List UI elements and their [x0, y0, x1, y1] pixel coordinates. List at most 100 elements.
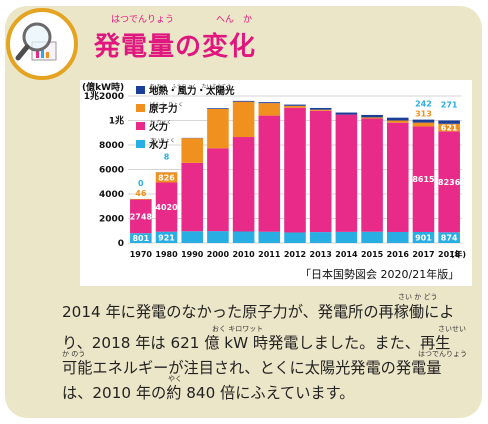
title-ruby-hatsudenryou: はつでんりょう	[111, 15, 175, 25]
data-label: 2748	[130, 212, 153, 221]
bar-segment-2012	[284, 232, 306, 243]
bar-segment-1970	[130, 199, 152, 234]
bar-segment-2018	[438, 123, 460, 132]
data-label: 0	[138, 179, 144, 188]
bar-segment-1980	[155, 231, 178, 243]
y-axis-label: (億kW時)	[82, 81, 124, 93]
legend-label: 水力	[149, 139, 168, 151]
data-label: 921	[158, 233, 175, 242]
bar-segment-2017	[412, 126, 435, 232]
legend-label: 火力	[149, 121, 168, 133]
x-tick-label: 2011	[258, 250, 281, 259]
bar-segment-2013	[309, 109, 332, 111]
y-tick-label: 1兆2000	[84, 90, 124, 102]
data-label: 8	[164, 152, 170, 161]
ruby-yaku: やく	[168, 375, 182, 383]
bar-segment-2011	[258, 102, 281, 104]
legend-ruby: ち ねつ ふうりょく たいようこう	[150, 84, 232, 90]
data-label: 874	[441, 234, 458, 243]
y-tick-label: 2000	[99, 215, 124, 225]
bar-segment-2016	[386, 231, 409, 243]
bar-segment-1970	[130, 233, 152, 243]
bar-segment-2011	[258, 115, 281, 232]
data-label: 901	[415, 233, 432, 242]
ruby-saikadou: さい か どう	[398, 293, 438, 301]
bar-segment-1980	[155, 182, 178, 232]
data-label: 271	[441, 100, 458, 109]
x-tick-label: 1990	[181, 250, 204, 259]
data-label: 242	[415, 100, 432, 109]
bar-segment-1980	[155, 172, 178, 183]
legend-ruby: か りょく	[150, 119, 172, 126]
bar-segment-2016	[386, 120, 409, 123]
bar-segment-1990	[181, 162, 204, 232]
legend-swatch	[136, 140, 145, 148]
body-line-4: は、2010 年の約 840 倍にふえています。	[62, 384, 355, 402]
bar-segment-2017	[412, 231, 435, 243]
y-tick-label: 1兆	[109, 115, 124, 127]
legend-ruby: すいりょく	[150, 138, 175, 144]
bar-segment-2018	[438, 232, 460, 243]
bar-segment-2014	[335, 231, 358, 243]
bar-segment-2010	[232, 100, 255, 102]
chart-source: 「日本国勢図会 2020/21年版」	[300, 268, 460, 281]
body-line-2: り、2018 年は 621 億 kW 時発電しました。また、再生	[62, 334, 451, 352]
bar-segment-2000	[207, 108, 229, 109]
bar-segment-2012	[284, 105, 306, 108]
x-tick-label: 2014	[335, 250, 358, 259]
x-tick-label: 2013	[310, 250, 332, 259]
ruby-hatsudenryou: はつでんりょう	[418, 350, 467, 358]
bar-segment-1970	[130, 198, 152, 200]
bar-segment-2011	[258, 231, 281, 243]
bar-segment-2000	[207, 108, 229, 149]
legend-swatch	[136, 86, 145, 94]
bar-segment-2016	[386, 117, 409, 121]
bar-segment-2011	[258, 103, 281, 116]
title-ruby-henka: へん か	[216, 15, 253, 25]
bar-segment-2013	[309, 232, 332, 243]
bar-segment-2017	[412, 119, 435, 123]
bar-segment-2017	[412, 122, 435, 127]
ruby-saisei: さいせい	[438, 325, 466, 333]
bar-segment-2018	[438, 120, 460, 124]
bar-segment-2015	[361, 114, 383, 118]
x-tick-label: 2016	[387, 250, 410, 259]
bar-segment-1990	[181, 231, 204, 243]
x-axis-unit: (年)	[451, 249, 466, 259]
x-tick-label: 2017	[412, 250, 434, 259]
y-tick-label: 8000	[99, 141, 124, 151]
data-label: 826	[158, 173, 175, 182]
x-tick-label: 2010	[232, 250, 255, 259]
x-tick-label: 2012	[284, 250, 306, 259]
data-label: 801	[132, 234, 149, 243]
data-label: 313	[415, 110, 432, 119]
bar-segment-2012	[284, 107, 306, 233]
data-label: 621	[441, 124, 458, 133]
body-line-3: 可能エネルギーが注目され、とくに太陽光発電の発電量	[62, 359, 442, 377]
bar-segment-2010	[232, 101, 255, 138]
y-tick-label: 4000	[99, 190, 124, 200]
data-label: 8615	[412, 175, 435, 184]
bar-segment-2010	[232, 137, 255, 232]
ruby-oku: おく キロワット	[212, 325, 264, 333]
power-generation-chart: 0 2000 4000 6000 8000 1兆 1兆2000(億kW時) 1970 1980 1…	[82, 81, 466, 259]
legend-ruby: げん し りょく	[150, 101, 183, 108]
bar-segment-2010	[232, 231, 255, 243]
magnifier-badge	[6, 8, 78, 80]
bar-segment-2015	[361, 117, 383, 119]
x-tick-label: 1980	[155, 250, 178, 259]
legend-label: 原子力	[149, 103, 178, 115]
bar-segment-2012	[284, 104, 306, 106]
data-label: 8236	[438, 178, 461, 187]
y-tick-label: 0	[118, 239, 124, 249]
bar-segment-2015	[361, 118, 383, 232]
x-tick-label: 2015	[361, 250, 384, 259]
bar-segment-2015	[361, 231, 383, 243]
bar-segment-2000	[207, 148, 229, 232]
ruby-kanou: か のう	[62, 350, 86, 358]
page-title: 発電量の変化	[94, 32, 257, 62]
legend-swatch	[136, 122, 145, 130]
y-tick-label: 6000	[99, 166, 124, 176]
legend-label: 地熱・風力・太陽光	[149, 85, 235, 97]
bar-segment-2013	[309, 110, 332, 233]
